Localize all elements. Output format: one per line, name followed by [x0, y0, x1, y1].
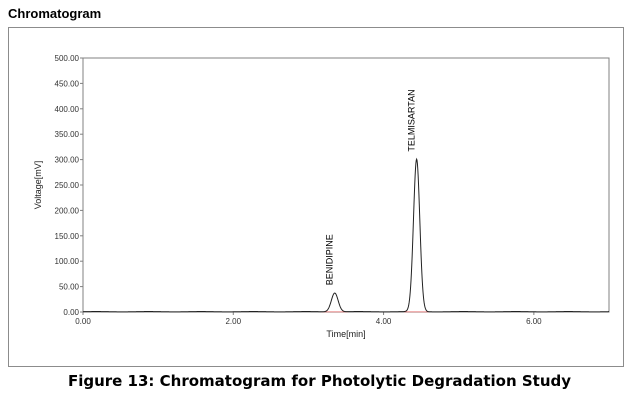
x-tick-label: 0.00: [75, 317, 91, 326]
x-axis-label: Time[min]: [326, 329, 365, 339]
chromatogram-heading: Chromatogram: [8, 6, 102, 21]
x-axis-ticks: 0.00 2.00 4.00 6.00: [75, 312, 542, 326]
y-tick-label: 200.00: [55, 206, 80, 215]
y-tick-label: 50.00: [59, 283, 80, 292]
peak-label: TELMISARTAN: [407, 89, 417, 151]
y-tick-label: 300.00: [55, 156, 80, 165]
y-tick-label: 0.00: [63, 308, 79, 317]
y-tick-label: 100.00: [55, 257, 80, 266]
y-tick-label: 350.00: [55, 130, 80, 139]
y-tick-label: 400.00: [55, 105, 80, 114]
x-tick-label: 2.00: [225, 317, 241, 326]
peak-label: BENIDIPINE: [325, 234, 335, 285]
x-tick-label: 6.00: [526, 317, 542, 326]
peak-labels: BENIDIPINE TELMISARTAN: [325, 89, 417, 285]
figure-caption: Figure 13: Chromatogram for Photolytic D…: [67, 372, 572, 390]
y-tick-label: 450.00: [55, 79, 80, 88]
x-tick-label: 4.00: [376, 317, 392, 326]
chart-frame: 0.00 50.00 100.00 150.00 200.00 250.00 300.00 3…: [8, 27, 624, 367]
y-tick-label: 250.00: [55, 181, 80, 190]
plot-area: [82, 57, 610, 313]
y-axis-ticks: 0.00 50.00 100.00 150.00 200.00 250.00 300.00 3…: [55, 54, 83, 317]
chromatogram-trace: [82, 157, 610, 313]
y-axis-label: Voltage[mV]: [33, 161, 43, 210]
y-tick-label: 500.00: [55, 54, 80, 63]
chromatogram-chart: 0.00 50.00 100.00 150.00 200.00 250.00 300.00 3…: [33, 54, 610, 339]
y-tick-label: 150.00: [55, 232, 80, 241]
